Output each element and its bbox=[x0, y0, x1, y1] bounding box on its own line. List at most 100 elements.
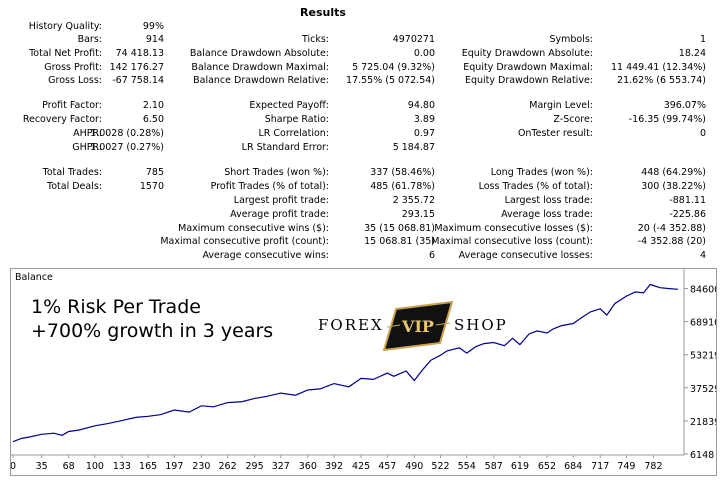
x-tick-label: 100 bbox=[86, 461, 104, 472]
ghpr-label: GHPR: bbox=[72, 142, 102, 153]
x-tick-label: 230 bbox=[192, 461, 210, 472]
balance-dd-abs-label: Balance Drawdown Absolute: bbox=[189, 48, 329, 59]
y-tick-label: 53219 bbox=[690, 351, 716, 362]
equity-dd-abs-label: Equity Drawdown Absolute: bbox=[461, 48, 593, 59]
x-tick-label: 782 bbox=[644, 461, 662, 472]
max-consec-losses-value: 20 (-4 352.88) bbox=[637, 223, 706, 234]
logo-vip-badge-icon: VIP bbox=[382, 301, 454, 351]
recovery-factor-label: Recovery Factor: bbox=[22, 114, 102, 125]
ontester-result-label: OnTester result: bbox=[517, 128, 593, 139]
forex-vip-shop-logo: FOREX VIP SHOP bbox=[318, 301, 508, 351]
max-consec-wins-value: 35 (15 068.81) bbox=[364, 223, 435, 234]
profit-trades-label: Profit Trades (% of total): bbox=[210, 181, 329, 192]
x-tick-label: 392 bbox=[325, 461, 343, 472]
max-consec-losses-label: Maximum consecutive losses ($): bbox=[434, 223, 593, 234]
total-trades-value: 785 bbox=[145, 167, 164, 178]
total-net-profit-value: 74 418.13 bbox=[115, 48, 164, 59]
x-tick-label: 165 bbox=[139, 461, 157, 472]
x-tick-label: 133 bbox=[113, 461, 131, 472]
x-tick-label: 554 bbox=[458, 461, 476, 472]
balance-dd-max-label: Balance Drawdown Maximal: bbox=[191, 62, 329, 73]
logo-shop-word: SHOP bbox=[454, 316, 508, 334]
x-tick-label: 0 bbox=[11, 461, 16, 472]
gross-loss-label: Gross Loss: bbox=[48, 75, 102, 86]
symbols-value: 1 bbox=[699, 34, 706, 45]
balance-dd-max-value: 5 725.04 (9.32%) bbox=[352, 62, 435, 73]
equity-dd-max-value: 11 449.41 (12.34%) bbox=[610, 62, 706, 73]
balance-dd-rel-value: 17.55% (5 072.54) bbox=[346, 75, 435, 86]
recovery-factor-value: 6.50 bbox=[142, 114, 164, 125]
ahpr-label: AHPR: bbox=[73, 128, 102, 139]
average-loss-value: -225.86 bbox=[669, 209, 706, 220]
expected-payoff-value: 94.80 bbox=[407, 100, 435, 111]
total-net-profit-label: Total Net Profit: bbox=[29, 48, 102, 59]
avg-consec-wins-label: Average consecutive wins: bbox=[202, 250, 329, 261]
total-deals-label: Total Deals: bbox=[47, 181, 102, 192]
gross-loss-value: -67 758.14 bbox=[112, 75, 164, 86]
lr-correlation-value: 0.97 bbox=[413, 128, 435, 139]
bars-label: Bars: bbox=[77, 34, 102, 45]
history-quality-value: 99% bbox=[142, 21, 164, 32]
largest-loss-label: Largest loss trade: bbox=[504, 195, 593, 206]
gross-profit-label: Gross Profit: bbox=[44, 62, 102, 73]
x-tick-label: 717 bbox=[591, 461, 609, 472]
history-quality-label: History Quality: bbox=[28, 21, 102, 32]
largest-profit-value: 2 355.72 bbox=[392, 195, 435, 206]
largest-profit-label: Largest profit trade: bbox=[233, 195, 329, 206]
sharpe-ratio-value: 3.89 bbox=[413, 114, 435, 125]
maximal-consec-profit-value: 15 068.81 (35) bbox=[364, 236, 435, 247]
margin-level-label: Margin Level: bbox=[529, 100, 593, 111]
logo-forex-word: FOREX bbox=[318, 316, 384, 334]
largest-loss-value: -881.11 bbox=[669, 195, 706, 206]
x-tick-label: 327 bbox=[272, 461, 290, 472]
x-tick-label: 749 bbox=[617, 461, 635, 472]
y-tick-label: 68910 bbox=[690, 318, 716, 329]
total-deals-value: 1570 bbox=[139, 181, 164, 192]
average-profit-label: Average profit trade: bbox=[230, 209, 329, 220]
overlay-growth-text: +700% growth in 3 years bbox=[31, 320, 274, 342]
ahpr-value: 1.0028 (0.28%) bbox=[90, 128, 164, 139]
equity-dd-rel-label: Equity Drawdown Relative: bbox=[464, 75, 593, 86]
bars-value: 914 bbox=[145, 34, 164, 45]
x-tick-label: 35 bbox=[36, 461, 48, 472]
equity-dd-rel-value: 21.62% (6 553.74) bbox=[617, 75, 706, 86]
ontester-result-value: 0 bbox=[699, 128, 706, 139]
x-tick-label: 587 bbox=[485, 461, 503, 472]
z-score-value: -16.35 (99.74%) bbox=[628, 114, 706, 125]
lr-correlation-label: LR Correlation: bbox=[258, 128, 330, 139]
balance-series-line bbox=[12, 283, 679, 443]
average-loss-label: Average loss trade: bbox=[501, 209, 593, 220]
x-tick-label: 68 bbox=[63, 461, 75, 472]
maximal-consec-loss-value: -4 352.88 (20) bbox=[637, 236, 706, 247]
y-tick-label: 21839 bbox=[690, 417, 716, 428]
balance-dd-abs-value: 0.00 bbox=[413, 48, 435, 59]
average-profit-value: 293.15 bbox=[401, 209, 435, 220]
total-trades-label: Total Trades: bbox=[42, 167, 102, 178]
margin-level-value: 396.07% bbox=[663, 100, 706, 111]
short-trades-label: Short Trades (won %): bbox=[224, 167, 329, 178]
x-tick-label: 522 bbox=[431, 461, 449, 472]
avg-consec-losses-label: Average consecutive losses: bbox=[458, 250, 593, 261]
expected-payoff-label: Expected Payoff: bbox=[249, 100, 329, 111]
x-tick-label: 360 bbox=[299, 461, 317, 472]
long-trades-label: Long Trades (won %): bbox=[490, 167, 593, 178]
symbols-label: Symbols: bbox=[549, 34, 593, 45]
y-tick-label: 6148 bbox=[690, 450, 714, 461]
gross-profit-value: 142 176.27 bbox=[109, 62, 164, 73]
x-tick-label: 197 bbox=[165, 461, 183, 472]
z-score-label: Z-Score: bbox=[553, 114, 593, 125]
maximal-consec-profit-label: Maximal consecutive profit (count): bbox=[160, 236, 329, 247]
logo-vip-text: VIP bbox=[401, 317, 434, 336]
x-tick-label: 684 bbox=[564, 461, 582, 472]
lr-std-error-value: 5 184.87 bbox=[392, 142, 435, 153]
long-trades-value: 448 (64.29%) bbox=[641, 167, 706, 178]
loss-trades-label: Loss Trades (% of total): bbox=[478, 181, 593, 192]
profit-trades-value: 485 (61.78%) bbox=[370, 181, 435, 192]
x-tick-label: 652 bbox=[538, 461, 556, 472]
sharpe-ratio-label: Sharpe Ratio: bbox=[264, 114, 329, 125]
loss-trades-value: 300 (38.22%) bbox=[641, 181, 706, 192]
lr-std-error-label: LR Standard Error: bbox=[241, 142, 329, 153]
profit-factor-label: Profit Factor: bbox=[42, 100, 102, 111]
